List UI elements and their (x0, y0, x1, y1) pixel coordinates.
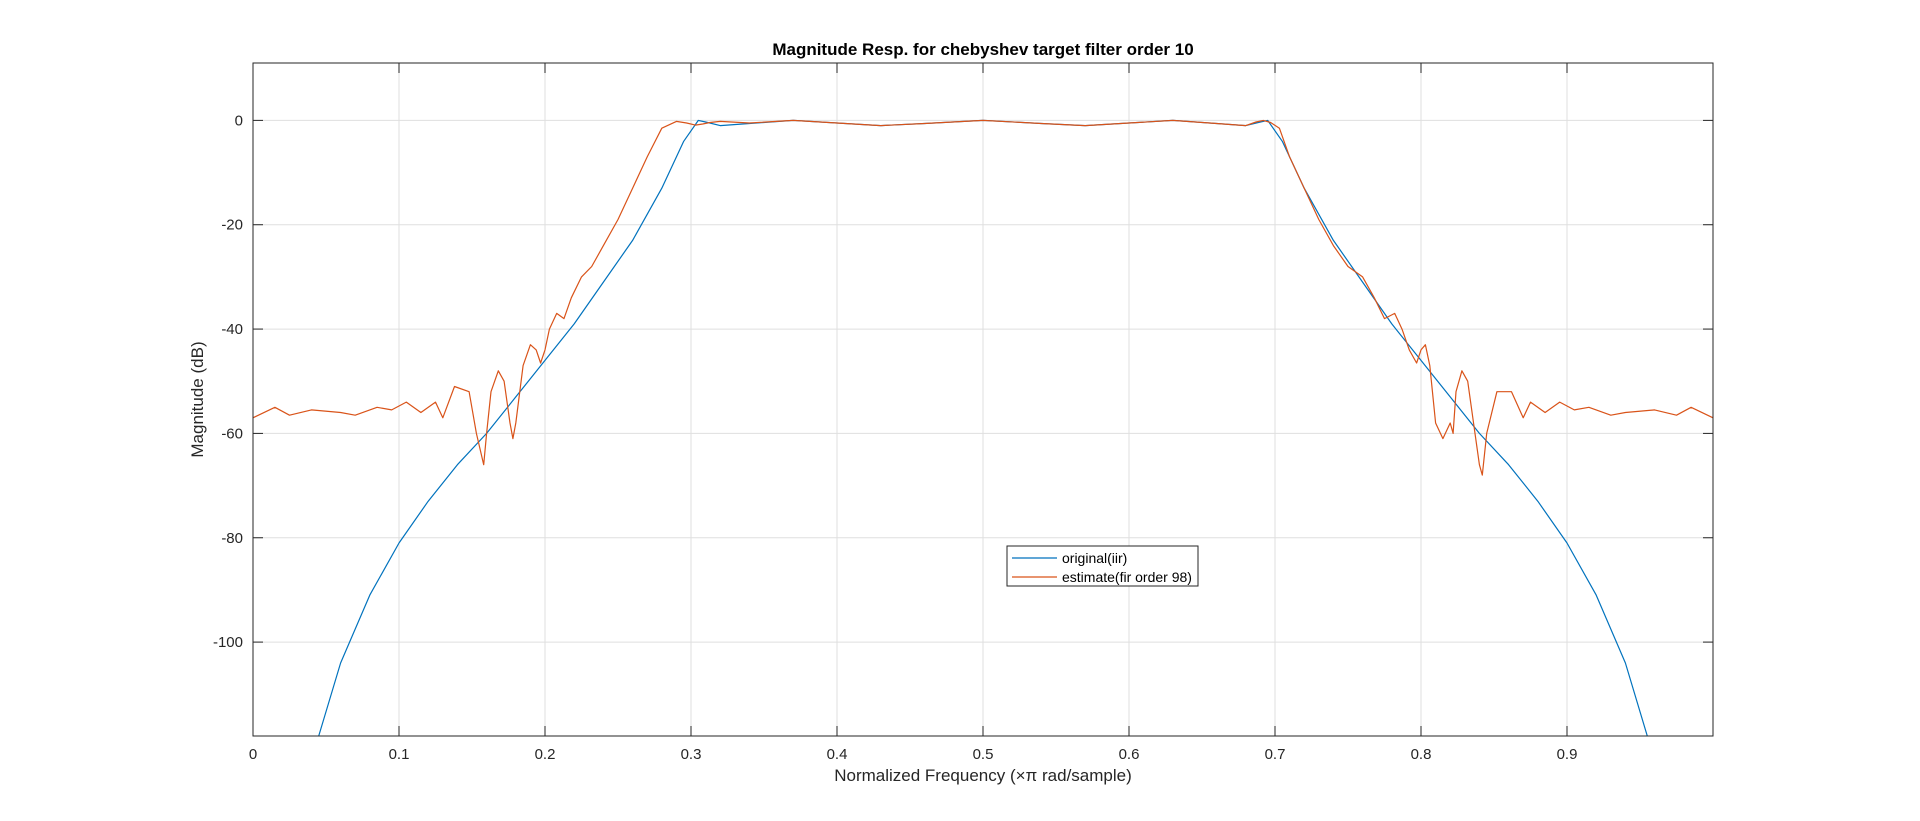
y-tick-label: -100 (213, 634, 243, 651)
y-tick-label: -80 (221, 530, 243, 547)
legend-box (1006, 545, 1199, 587)
chart-title: Magnitude Resp. for chebyshev target fil… (772, 40, 1193, 59)
y-tick-label: -40 (221, 321, 243, 338)
legend-entry-label: estimate(fir order 98) (1062, 569, 1192, 585)
plot-lines (253, 119, 1713, 736)
axis-ticks: 0 0.1 0.2 0.3 0.4 0.5 0.6 0.7 0.8 0.9 0 -20 -40 -60 -8… (213, 63, 1713, 763)
series-line-estimate-fir-order-98 (253, 119, 1713, 476)
legend[interactable]: original(iir) estimate(fir order 98) (1006, 545, 1199, 587)
x-axis-label: Normalized Frequency (×π rad/sample) (834, 766, 1132, 785)
x-tick-label: 0.1 (389, 746, 410, 763)
x-tick-label: 0.2 (535, 746, 556, 763)
legend-entry-label: original(iir) (1062, 550, 1127, 566)
x-tick-label: 0.7 (1265, 746, 1286, 763)
x-tick-label: 0.9 (1557, 746, 1578, 763)
grid (253, 63, 1713, 736)
x-tick-label: 0.6 (1119, 746, 1140, 763)
x-tick-label: 0.5 (973, 746, 994, 763)
x-tick-label: 0.8 (1411, 746, 1432, 763)
y-tick-label: -60 (221, 425, 243, 442)
x-tick-label: 0.3 (681, 746, 702, 763)
x-tick-label: 0.4 (827, 746, 848, 763)
y-axis-label: Magnitude (dB) (188, 341, 207, 457)
x-tick-label: 0 (249, 746, 257, 763)
y-tick-label: -20 (221, 217, 243, 234)
y-tick-label: 0 (235, 112, 243, 129)
